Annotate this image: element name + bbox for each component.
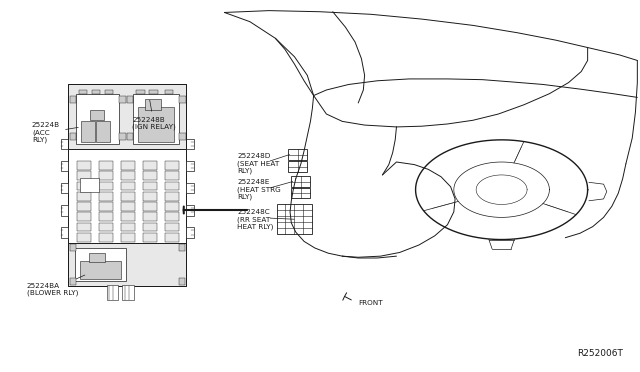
Bar — [99, 233, 113, 242]
Bar — [90, 110, 104, 119]
Bar — [164, 182, 179, 190]
Bar — [61, 161, 68, 171]
Bar — [164, 171, 179, 180]
Text: 252248D
(SEAT HEAT
RLY): 252248D (SEAT HEAT RLY) — [237, 153, 280, 174]
Bar — [68, 84, 186, 149]
Text: FRONT: FRONT — [358, 301, 383, 307]
Bar — [149, 90, 157, 94]
Bar — [165, 90, 173, 94]
Bar — [61, 205, 68, 215]
Bar — [120, 192, 134, 201]
Bar — [120, 212, 134, 221]
Bar — [186, 227, 194, 238]
Bar — [92, 90, 100, 94]
Bar — [164, 233, 179, 242]
Bar — [70, 278, 76, 285]
Bar — [179, 278, 185, 285]
Bar — [70, 244, 76, 251]
Bar — [164, 161, 179, 170]
Text: 25224B
(ACC
RLY): 25224B (ACC RLY) — [32, 122, 78, 143]
Bar — [143, 171, 157, 180]
Bar — [70, 133, 76, 140]
Bar — [288, 161, 307, 172]
Bar — [120, 182, 134, 190]
Bar — [143, 223, 157, 231]
Bar — [70, 96, 76, 103]
Bar — [80, 179, 99, 192]
Bar — [120, 233, 134, 242]
Bar — [186, 183, 194, 193]
Bar — [120, 223, 134, 231]
Bar — [99, 171, 113, 180]
Bar — [81, 121, 95, 142]
Bar — [143, 192, 157, 201]
Bar — [143, 182, 157, 190]
Bar — [133, 94, 179, 144]
Text: 252248C
(RR SEAT
HEAT RLY): 252248C (RR SEAT HEAT RLY) — [237, 209, 273, 231]
Bar — [99, 202, 113, 211]
Bar — [99, 192, 113, 201]
Bar — [89, 253, 104, 262]
Bar — [164, 202, 179, 211]
Bar — [186, 205, 194, 215]
FancyBboxPatch shape — [68, 84, 186, 286]
Bar — [143, 212, 157, 221]
Bar — [179, 96, 186, 103]
Bar — [119, 96, 125, 103]
Bar — [120, 171, 134, 180]
Bar — [143, 233, 157, 242]
Bar — [145, 99, 161, 110]
Bar — [288, 149, 307, 160]
Text: R252006T: R252006T — [577, 349, 623, 358]
Bar — [291, 188, 310, 198]
Bar — [186, 139, 194, 149]
Bar — [127, 96, 133, 103]
Bar — [79, 90, 88, 94]
Bar — [291, 176, 310, 187]
Bar — [99, 212, 113, 221]
Bar — [164, 192, 179, 201]
Bar — [61, 139, 68, 149]
Bar — [68, 243, 186, 286]
Bar — [77, 192, 91, 201]
Bar — [77, 233, 91, 242]
Bar — [120, 202, 134, 211]
Bar — [136, 90, 145, 94]
Text: 252248B
(IGN RELAY): 252248B (IGN RELAY) — [132, 100, 176, 130]
Bar — [77, 182, 91, 190]
Bar — [276, 205, 312, 234]
Bar — [76, 94, 119, 144]
Bar — [77, 171, 91, 180]
Text: 252248E
(HEAT STRG
RLY): 252248E (HEAT STRG RLY) — [237, 179, 281, 200]
Bar — [186, 161, 194, 171]
Bar — [61, 183, 68, 193]
Bar — [104, 90, 113, 94]
Text: 25224BA
(BLOWER RLY): 25224BA (BLOWER RLY) — [27, 275, 85, 296]
Bar — [164, 223, 179, 231]
Bar — [77, 202, 91, 211]
Bar — [77, 161, 91, 170]
Bar — [77, 223, 91, 231]
Bar — [80, 261, 120, 279]
Bar — [99, 223, 113, 231]
Bar — [77, 212, 91, 221]
Bar — [138, 107, 174, 142]
Bar — [106, 285, 118, 301]
Bar — [164, 212, 179, 221]
Bar — [119, 133, 125, 140]
Bar — [122, 285, 134, 301]
Bar — [179, 133, 186, 140]
Bar — [99, 161, 113, 170]
Bar — [97, 121, 110, 142]
Bar — [61, 227, 68, 238]
Bar — [143, 202, 157, 211]
Bar — [127, 133, 133, 140]
Bar — [143, 161, 157, 170]
Bar — [75, 248, 125, 281]
Bar — [179, 244, 185, 251]
Bar — [120, 161, 134, 170]
Bar — [99, 182, 113, 190]
